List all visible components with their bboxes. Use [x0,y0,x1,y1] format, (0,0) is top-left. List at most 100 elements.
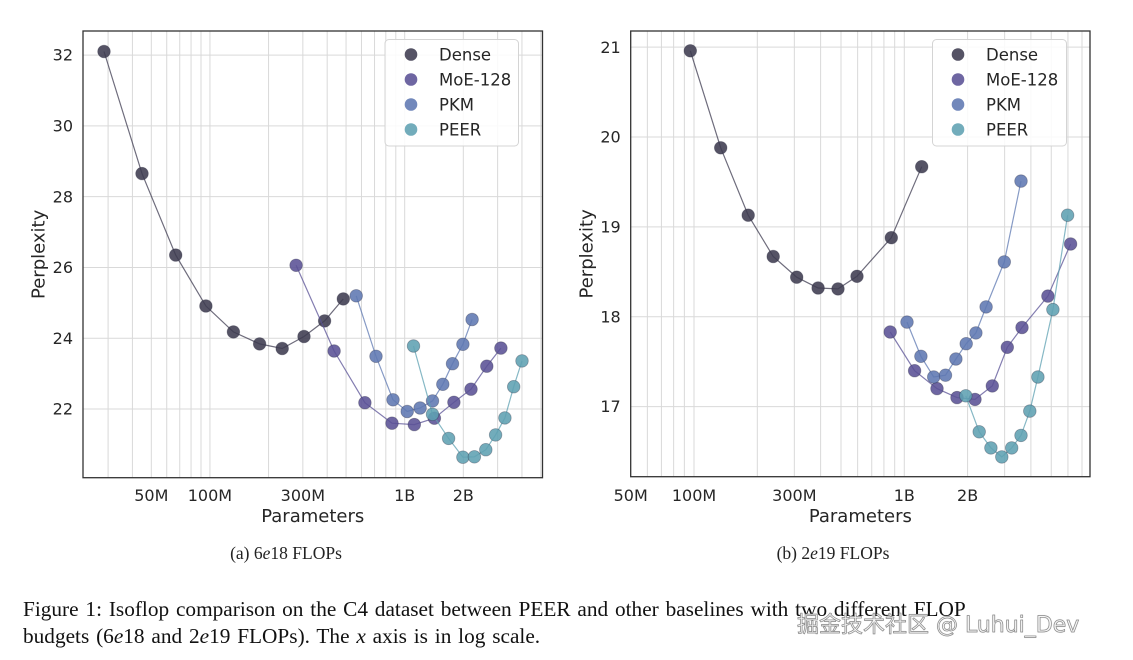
x-tick-label: 100M [672,486,716,505]
data-point-pkm [456,337,470,352]
x-axis-label: Parameters [261,506,364,527]
data-point-peer [467,450,482,464]
legend-label: PKM [439,96,474,115]
series-peer [406,339,529,464]
data-point-peer [456,450,470,464]
x-tick-label: 300M [281,486,325,505]
subcaption-b-italic: e [810,543,818,563]
legend-label: Dense [439,46,491,65]
legend-item-moe-128: MoE-128 [404,71,511,90]
data-point-dense [714,141,728,155]
legend-marker [951,73,965,86]
subcaption-a-suffix: 18 FLOPs [270,543,342,563]
legend-label: Dense [986,46,1038,65]
legend-marker [404,123,418,136]
data-point-peer [425,407,440,422]
data-point-dense [831,282,845,296]
legend-item-dense: Dense [404,46,491,65]
subcaption-a-italic: e [262,543,271,563]
data-point-moe-128 [407,417,422,432]
x-tick-label: 300M [772,486,816,505]
legend: Dense MoE-128 PKM PEER [384,39,519,147]
figure-charts: 50M 100M 300M 1B 2B 22 24 26 28 30 32 Parameters Per… [29,30,1091,527]
data-point-moe-128 [1063,237,1078,251]
data-point-moe-128 [385,416,399,430]
x-axis-label: Parameters [809,506,912,527]
legend-label: PKM [986,96,1021,115]
series-line-peer [412,345,523,458]
legend-item-peer: PEER [951,121,1028,140]
data-point-peer [1023,404,1037,418]
watermark: 掘金技术社区 @ Luhui_Dev [797,613,1080,639]
data-point-peer [1014,428,1028,443]
caption-text: 19 FLOPs). The [209,624,357,648]
x-tick-label: 2B [957,486,978,505]
data-point-dense [135,166,149,181]
caption-italic: e [113,624,124,648]
series-peer [959,208,1075,464]
legend-marker [404,98,418,111]
data-point-moe-128 [1015,320,1029,335]
x-tick-label: 2B [453,486,474,505]
data-point-moe-128 [883,325,897,339]
y-tick-label: 20 [600,128,620,147]
data-point-moe-128 [985,379,1000,393]
caption-text: axis is in log scale. [365,624,541,648]
y-tick-label: 22 [53,400,73,419]
subcaption-b-suffix: 19 FLOPs [817,543,890,563]
data-point-dense [790,270,804,284]
y-tick-label: 18 [600,307,620,326]
data-point-pkm [436,377,450,392]
legend-item-pkm: PKM [951,96,1021,115]
data-point-peer [498,411,512,425]
data-point-pkm [369,349,383,364]
legend-label: MoE-128 [986,71,1058,90]
legend-item-peer: PEER [404,121,481,140]
x-tick-label: 1B [394,486,415,505]
data-point-peer [984,441,998,455]
data-point-pkm [349,289,363,303]
data-point-dense [275,341,289,356]
data-point-dense [97,44,111,59]
figure-caption-line-2: budgets (6e18 and 2e19 FLOPs). The x axi… [23,623,540,649]
data-point-moe-128 [494,341,508,355]
data-point-dense [741,208,755,222]
x-tick-label: 50M [614,486,648,505]
legend-item-dense: Dense [951,46,1038,65]
subcaption-b: (b) 2e19 FLOPs [777,543,890,563]
data-point-dense [811,281,825,295]
caption-italic: x [356,624,366,648]
data-point-peer [515,354,529,368]
data-point-pkm [979,300,993,314]
data-point-dense [297,329,311,344]
data-point-pkm [969,326,983,340]
data-point-pkm [1014,174,1028,188]
y-tick-label: 28 [53,187,73,206]
legend-marker [951,123,965,136]
data-point-dense [683,44,698,58]
data-point-moe-128 [289,258,303,273]
series-line-moe-128 [889,243,1072,401]
legend-marker [404,48,418,61]
data-point-pkm [386,393,400,407]
series-pkm [349,289,479,419]
legend-item-pkm: PKM [404,96,474,115]
y-tick-label: 30 [53,116,73,135]
subcaption-a-prefix: (a) 6 [230,543,263,563]
data-point-moe-128 [1041,289,1055,303]
data-point-pkm [938,368,953,382]
axes-frame [630,30,1091,478]
data-point-peer [488,428,503,442]
legend-label: PEER [986,121,1028,140]
data-point-dense [168,248,183,262]
data-point-pkm [900,315,914,329]
x-tick-label: 100M [188,486,232,505]
data-point-moe-128 [464,382,478,396]
data-point-pkm [400,404,414,419]
data-point-dense [252,337,267,351]
y-axis-label: Perplexity [29,209,50,299]
y-tick-label: 21 [600,38,620,57]
data-point-dense [226,325,241,339]
data-point-pkm [949,352,963,366]
legend-marker [951,48,965,61]
